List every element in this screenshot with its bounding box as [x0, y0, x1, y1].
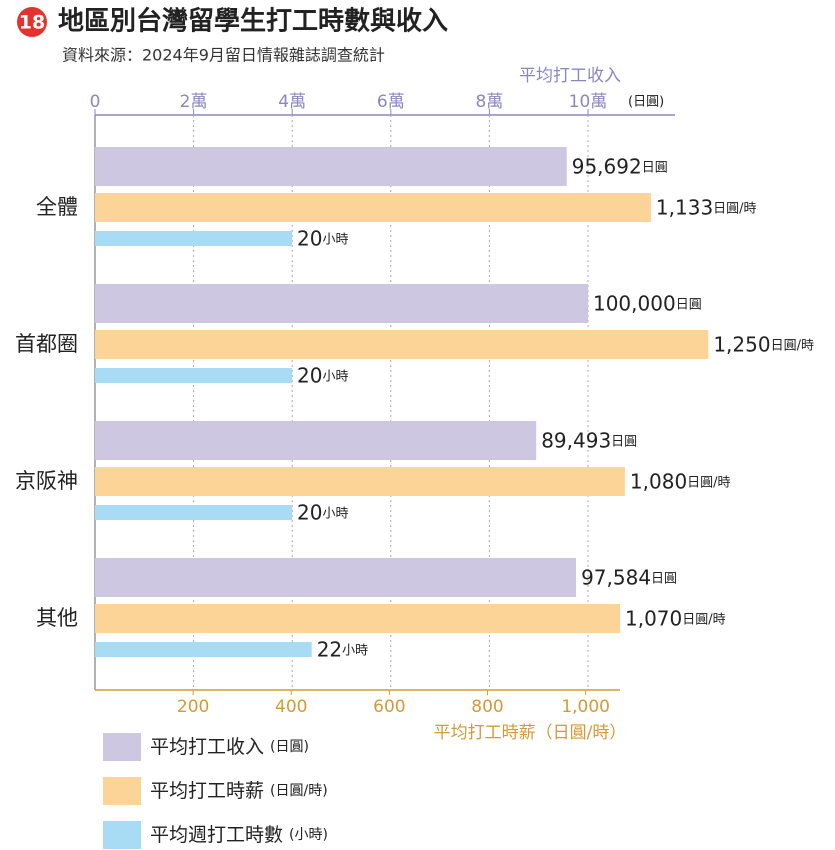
x-tick-label: 2萬 — [180, 92, 208, 112]
bar — [95, 284, 588, 323]
x-tick-label: 0 — [90, 92, 101, 112]
value-number: 20 — [297, 226, 322, 250]
x-tick-label: 4萬 — [278, 92, 306, 112]
value-unit: 小時 — [322, 506, 348, 521]
value-unit: 日圓 — [676, 297, 702, 312]
legend-name: 平均打工時薪 — [150, 780, 264, 802]
value-label: 95,692日圓 — [572, 154, 668, 178]
value-number: 22 — [317, 637, 342, 661]
bar — [95, 642, 312, 657]
value-number: 95,692 — [572, 154, 642, 178]
value-number: 1,133 — [656, 195, 713, 219]
value-number: 1,080 — [630, 469, 687, 493]
value-label: 20小時 — [297, 363, 348, 387]
legend-name: 平均打工收入 — [150, 736, 264, 758]
value-number: 1,250 — [713, 332, 770, 356]
value-number: 100,000 — [593, 291, 676, 315]
y-tick-label: 其他 — [36, 606, 78, 630]
chart-title: 地區別台灣留學生打工時數與收入 — [58, 6, 448, 37]
legend-unit: (日圓) — [270, 739, 309, 755]
legend-label: 平均打工時薪 (日圓/時) — [150, 780, 328, 802]
y-tick-label: 京阪神 — [15, 469, 78, 493]
value-label: 1,080日圓/時 — [630, 469, 731, 493]
legend-unit: (小時) — [289, 827, 328, 843]
value-number: 20 — [297, 363, 322, 387]
value-label: 22小時 — [317, 637, 368, 661]
x-axis-unit: (日圓) — [628, 95, 664, 110]
bar — [95, 330, 709, 359]
bar — [95, 467, 625, 496]
legend-swatch — [103, 733, 141, 761]
legend-name: 平均週打工時數 — [150, 824, 283, 846]
value-label: 1,070日圓/時 — [625, 606, 726, 630]
value-unit: 日圓/時 — [713, 201, 756, 216]
value-unit: 小時 — [342, 643, 368, 658]
y-tick-label: 首都圈 — [15, 332, 78, 356]
value-unit: 日圓/時 — [682, 612, 725, 627]
subtitle: 資料來源：2024年9月留日情報雜誌調查統計 — [62, 46, 385, 65]
badge: 18 — [19, 12, 45, 34]
bar — [95, 604, 620, 633]
value-label: 100,000日圓 — [593, 291, 702, 315]
value-number: 20 — [297, 500, 322, 524]
value-unit: 日圓/時 — [687, 475, 730, 490]
x2-tick-label: 1,000 — [561, 697, 610, 717]
bar — [95, 147, 567, 186]
x-axis-title: 平均打工收入 — [519, 66, 621, 86]
bar — [95, 558, 577, 597]
value-number: 89,493 — [541, 428, 611, 452]
value-number: 97,584 — [581, 565, 651, 589]
x2-tick-label: 600 — [373, 697, 405, 717]
value-label: 20小時 — [297, 500, 348, 524]
x2-tick-label: 200 — [177, 697, 209, 717]
value-label: 89,493日圓 — [541, 428, 637, 452]
legend-label: 平均打工收入 (日圓) — [150, 736, 309, 758]
value-label: 97,584日圓 — [581, 565, 677, 589]
value-label: 1,250日圓/時 — [713, 332, 814, 356]
x2-tick-label: 800 — [471, 697, 503, 717]
legend-label: 平均週打工時數 (小時) — [150, 824, 328, 846]
x2-tick-label: 400 — [275, 697, 307, 717]
value-unit: 小時 — [322, 232, 348, 247]
x-tick-label: 8萬 — [475, 92, 503, 112]
legend-unit: (日圓/時) — [270, 783, 328, 799]
x2-axis-title: 平均打工時薪（日圓/時） — [434, 723, 627, 743]
bar — [95, 231, 292, 246]
legend-swatch — [103, 777, 141, 805]
value-unit: 小時 — [322, 369, 348, 384]
value-unit: 日圓 — [611, 434, 637, 449]
badge-circle — [17, 7, 47, 37]
bar — [95, 193, 651, 222]
bar — [95, 505, 292, 520]
bar — [95, 368, 292, 383]
x-tick-label: 6萬 — [377, 92, 405, 112]
value-label: 1,133日圓/時 — [656, 195, 757, 219]
value-unit: 日圓/時 — [771, 338, 814, 353]
bar — [95, 421, 537, 460]
value-unit: 日圓 — [651, 571, 677, 586]
y-tick-label: 全體 — [36, 195, 78, 219]
value-label: 20小時 — [297, 226, 348, 250]
legend-swatch — [103, 821, 141, 849]
value-number: 1,070 — [625, 606, 682, 630]
x-tick-label: 10萬 — [569, 92, 608, 112]
value-unit: 日圓 — [642, 160, 668, 175]
